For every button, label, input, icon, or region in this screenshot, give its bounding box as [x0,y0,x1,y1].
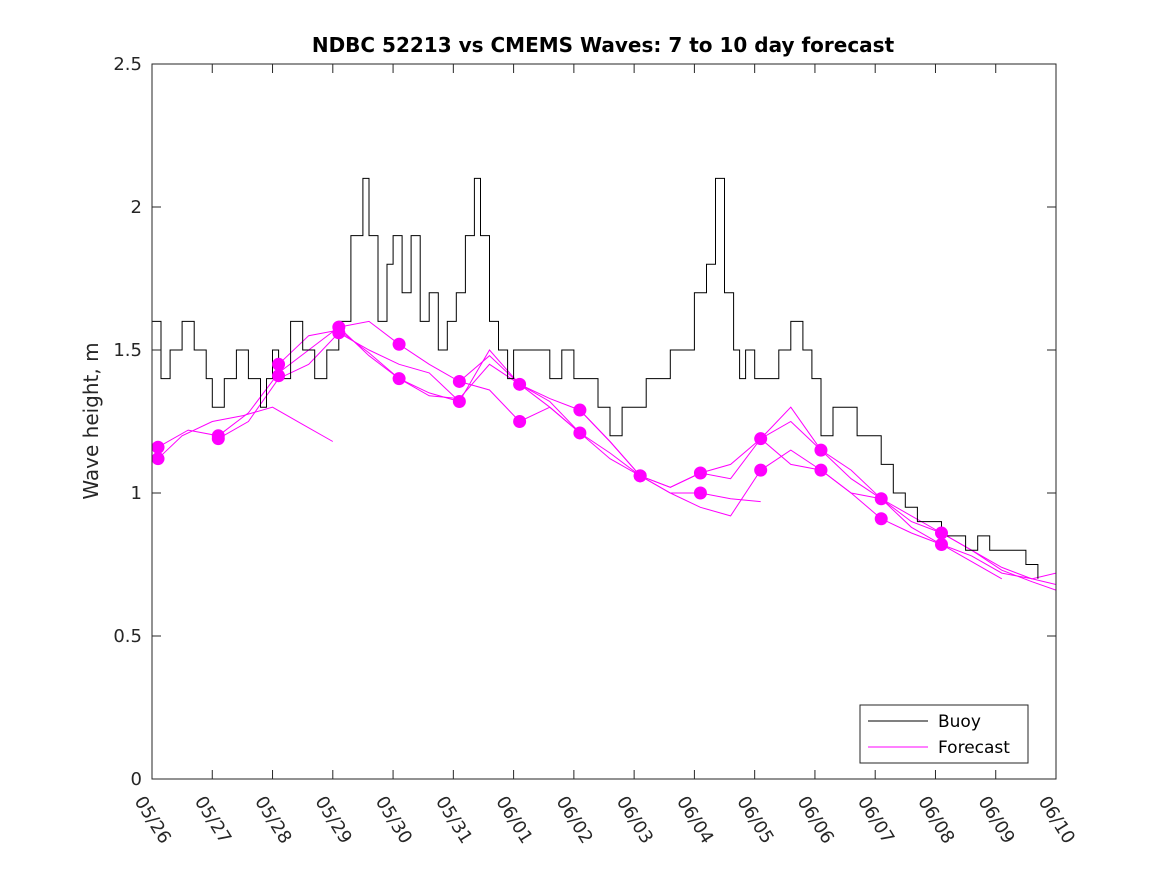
forecast-start-marker [452,374,466,388]
y-tick-label: 0 [131,769,142,790]
plot-area [152,177,1056,591]
forecast-start-marker [332,320,346,334]
y-axis-label: Wave height, m [79,342,103,499]
forecast-start-marker [814,443,828,457]
forecast-start-marker [874,512,888,526]
y-tick-label: 2 [131,197,142,218]
forecast-start-marker [513,377,527,391]
forecast-start-marker [573,403,587,417]
forecast-start-marker [754,463,768,477]
forecast-start-marker [272,369,286,383]
chart-title: NDBC 52213 vs CMEMS Waves: 7 to 10 day f… [312,33,895,57]
forecast-line-15 [941,532,1056,591]
forecast-start-marker [152,440,165,454]
forecast-start-marker [392,337,406,351]
y-tick-label: 0.5 [113,626,142,647]
forecast-start-marker [754,432,768,446]
y-tick-label: 2.5 [113,54,142,75]
legend-box [859,704,1029,764]
y-tick-label: 1.5 [113,340,142,361]
forecast-start-marker [513,415,527,428]
y-tick-label: 1 [131,483,142,504]
legend-forecast-label: Forecast [938,738,1010,758]
forecast-start-marker [693,486,707,500]
forecast-start-marker [633,469,647,483]
forecast-start-marker [874,492,888,506]
forecast-start-marker [934,526,948,540]
legend: Buoy Forecast [859,704,1029,764]
forecast-start-marker [693,466,707,480]
axes-box [151,63,1057,780]
forecast-start-marker [573,426,587,440]
forecast-start-marker [272,357,286,371]
forecast-start-marker [392,372,406,386]
legend-buoy-label: Buoy [938,712,981,732]
forecast-start-marker [211,429,225,443]
forecast-line-1 [157,406,334,460]
forecast-start-marker [152,452,165,466]
forecast-start-marker [814,463,828,477]
forecast-start-marker [452,394,466,408]
forecast-start-marker [934,537,948,551]
